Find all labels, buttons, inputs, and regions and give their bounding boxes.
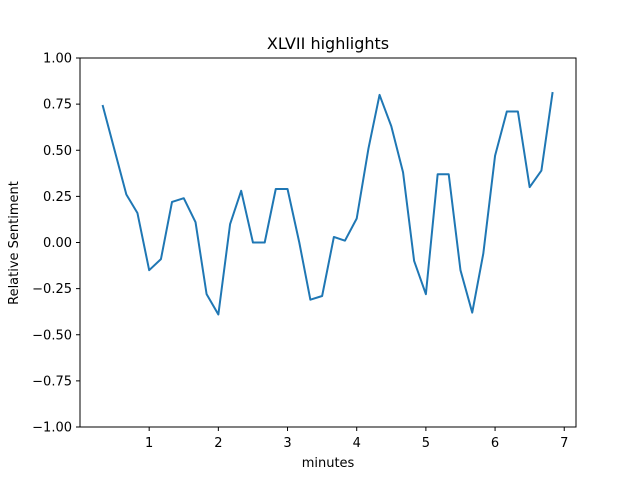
x-tick-label: 2: [214, 436, 222, 451]
x-tick-label: 6: [491, 436, 499, 451]
y-axis-ticks: −1.00 −0.75 −0.50 −0.25 0.00 0.25 0.50 0.75 1.00: [32, 52, 80, 436]
x-tick-label: 3: [283, 436, 291, 451]
series-layer: [101, 91, 554, 316]
x-tick-label: 7: [560, 436, 568, 451]
axes-background: [80, 58, 576, 427]
y-tick-label: 0.75: [43, 98, 72, 113]
x-axis-label: minutes: [302, 456, 355, 471]
y-tick-label: −0.75: [32, 374, 72, 389]
y-tick-label: 0.25: [43, 190, 72, 205]
y-tick-label: −0.25: [32, 282, 72, 297]
y-tick-label: −1.00: [32, 421, 72, 436]
x-tick-label: 5: [422, 436, 430, 451]
x-axis-ticks: 1 2 3 4 5 6 7: [145, 427, 568, 451]
y-tick-label: 0.00: [43, 236, 72, 251]
y-axis-label: Relative Sentiment: [7, 181, 22, 305]
plot-area: [80, 58, 576, 427]
y-tick-label: −0.50: [32, 328, 72, 343]
x-tick-label: 4: [353, 436, 361, 451]
series-line-1: [101, 91, 554, 316]
x-tick-label: 1: [145, 436, 153, 451]
y-tick-label: 0.50: [43, 144, 72, 159]
y-tick-label: 1.00: [43, 52, 72, 67]
chart-title: XLVII highlights: [267, 34, 389, 53]
